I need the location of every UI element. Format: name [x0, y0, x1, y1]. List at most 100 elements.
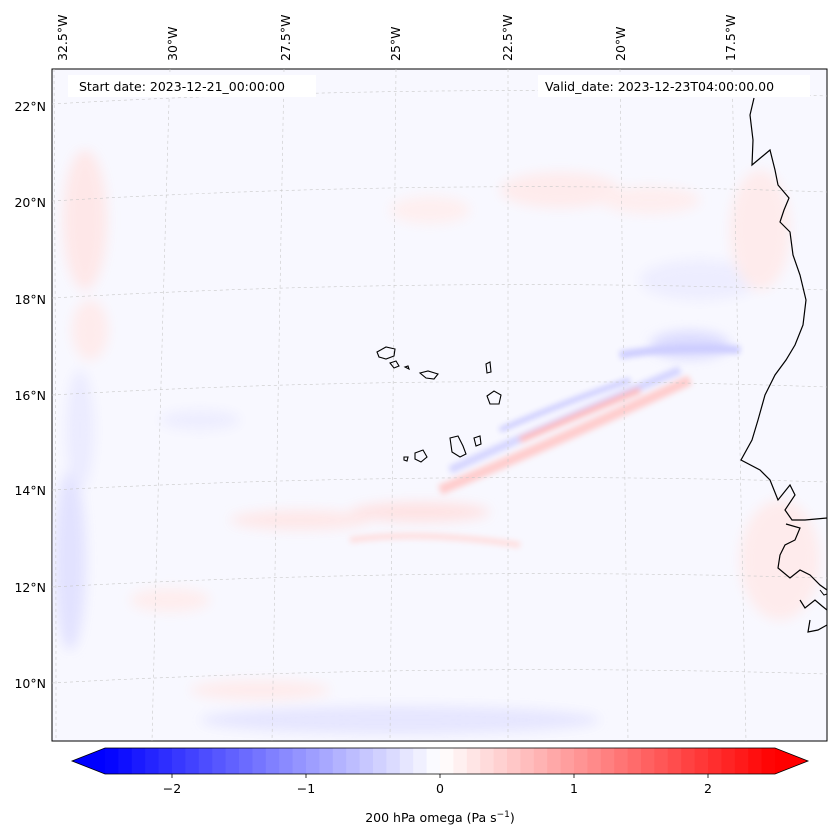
colorbar-swatch — [493, 748, 508, 774]
colorbar-swatch — [359, 748, 374, 774]
colorbar-swatch — [533, 748, 548, 774]
colorbar-swatch — [145, 748, 160, 774]
cb-tick-label-1: −1 — [297, 781, 315, 796]
colorbar-swatch — [641, 748, 655, 774]
latitude-axis: 22°N 20°N 18°N 16°N 14°N 12°N 10°N — [14, 99, 46, 691]
island-santa-luzia — [403, 365, 410, 371]
colorbar-swatch — [212, 748, 227, 774]
colorbar-swatch — [225, 748, 240, 774]
colorbar-swatch — [560, 748, 575, 774]
colorbar-swatch — [614, 748, 629, 774]
colorbar-swatch — [574, 748, 588, 774]
africa-coastline — [740, 97, 827, 633]
valid-date-text: Valid_date: 2023-12-23T04:00:00.00 — [545, 79, 774, 94]
lat-label-10: 10°N — [14, 676, 46, 691]
colorbar-swatch — [158, 748, 173, 774]
colorbar-swatch — [118, 748, 133, 774]
colorbar-swatch — [627, 748, 642, 774]
colorbar-swatch — [453, 748, 468, 774]
lat-label-16: 16°N — [14, 388, 46, 403]
map-area — [51, 68, 828, 742]
colorbar-label: 200 hPa omega (Pa s−1) — [365, 810, 515, 825]
start-date-box — [68, 75, 316, 97]
colorbar-swatch — [466, 748, 481, 774]
lon-label-27-5: 27.5°W — [278, 15, 293, 61]
colorbar-swatch — [386, 748, 401, 774]
colorbar-swatch — [480, 748, 495, 774]
cb-tick-label-3: 1 — [570, 781, 578, 796]
island-santo-antao — [376, 346, 396, 360]
lat-label-14: 14°N — [14, 483, 46, 498]
colorbar-swatch — [346, 748, 361, 774]
lon-label-32-5: 32.5°W — [55, 15, 70, 61]
colorbar-swatch — [520, 748, 535, 774]
colorbar-swatch — [721, 748, 736, 774]
colorbar-swatch — [279, 748, 294, 774]
lat-label-20: 20°N — [14, 195, 46, 210]
lon-label-20: 20°W — [613, 26, 628, 61]
colorbar-swatch — [292, 748, 307, 774]
colorbar-swatch — [332, 748, 347, 774]
date-header: Start date: 2023-12-21_00:00:00 Valid_da… — [68, 75, 810, 97]
colorbar-swatch — [198, 748, 213, 774]
colorbar-swatch — [694, 748, 709, 774]
colorbar-swatch — [399, 748, 414, 774]
lat-label-22: 22°N — [14, 99, 46, 114]
cb-tick-label-4: 2 — [704, 781, 712, 796]
valid-date-box — [538, 75, 810, 97]
colorbar-swatch — [667, 748, 682, 774]
lat-label-18: 18°N — [14, 292, 46, 307]
colorbar-swatch — [185, 748, 200, 774]
cape-verde-islands — [376, 346, 502, 463]
lon-label-17-5: 17.5°W — [723, 15, 738, 61]
colorbar-swatches — [105, 748, 776, 774]
colorbar-swatch — [587, 748, 602, 774]
island-fogo — [414, 449, 428, 463]
colorbar-swatch — [440, 748, 454, 774]
colorbar-low-extension — [72, 748, 105, 774]
colorbar-swatch — [600, 748, 615, 774]
colorbar-swatch — [761, 748, 776, 774]
start-date-text: Start date: 2023-12-21_00:00:00 — [79, 79, 285, 94]
colorbar-swatch — [426, 748, 441, 774]
colorbar: −2 −1 0 1 2 200 hPa omega (Pa s−1) — [70, 747, 810, 825]
colorbar-swatch — [105, 748, 119, 774]
omega-field — [52, 69, 827, 741]
colorbar-swatch — [172, 748, 186, 774]
bijagos-islands — [819, 589, 827, 596]
island-santiago — [449, 435, 467, 458]
colorbar-swatch — [507, 748, 521, 774]
map-background — [51, 68, 828, 742]
lat-label-12: 12°N — [14, 580, 46, 595]
colorbar-outline — [70, 747, 810, 775]
island-sal — [485, 361, 492, 374]
colorbar-swatch — [413, 748, 428, 774]
colorbar-swatch — [734, 748, 749, 774]
colorbar-swatch — [252, 748, 267, 774]
colorbar-swatch — [239, 748, 253, 774]
lon-label-30: 30°W — [165, 26, 180, 61]
colorbar-swatch — [319, 748, 334, 774]
colorbar-swatch — [547, 748, 562, 774]
cb-tick-label-0: −2 — [163, 781, 181, 796]
island-boa-vista — [486, 390, 502, 405]
colorbar-ticks: −2 −1 0 1 2 — [163, 774, 712, 796]
colorbar-swatch — [654, 748, 669, 774]
gridlines — [52, 69, 827, 741]
colorbar-swatch — [708, 748, 722, 774]
colorbar-swatch — [306, 748, 320, 774]
longitude-axis: 32.5°W 30°W 27.5°W 25°W 22.5°W 20°W 17.5… — [55, 15, 738, 61]
colorbar-swatch — [131, 748, 146, 774]
island-sao-nicolau — [418, 370, 439, 380]
island-brava — [403, 456, 409, 462]
colorbar-swatch — [265, 748, 280, 774]
colorbar-swatch — [748, 748, 763, 774]
lon-label-22-5: 22.5°W — [500, 15, 515, 61]
island-sao-vicente — [389, 360, 400, 369]
island-maio — [473, 435, 482, 447]
cb-tick-label-2: 0 — [436, 781, 444, 796]
colorbar-swatch — [681, 748, 696, 774]
lon-label-25: 25°W — [388, 26, 403, 61]
colorbar-high-extension — [775, 748, 808, 774]
